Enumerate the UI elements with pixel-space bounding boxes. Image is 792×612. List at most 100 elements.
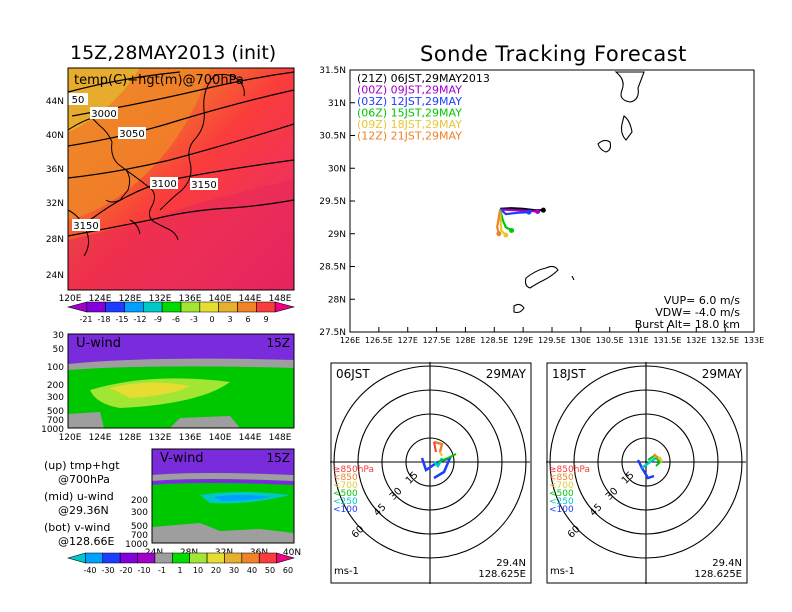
svg-text:1: 1 (177, 566, 182, 575)
svg-text:128E: 128E (119, 433, 142, 443)
x-tick-label: 130.5E (596, 336, 624, 345)
svg-text:124E: 124E (89, 294, 112, 304)
svg-text:32N: 32N (46, 199, 64, 209)
colorbar-swatch (237, 301, 257, 313)
landing-point (509, 227, 515, 233)
y-tick-label: 29N (328, 230, 346, 240)
y-tick-label: 30N (328, 164, 346, 174)
tracking-y-ticks: 31.5N 31N 30.5N 30N 29.5N 29N 28.5N 28N 27.5N (319, 66, 355, 338)
y-tick-label: 30.5N (319, 132, 346, 142)
colorbar-swatch (241, 552, 260, 564)
svg-text:-12: -12 (133, 315, 146, 324)
trajectory-line (500, 208, 538, 213)
tracking-legend: (21Z) 06JST,29MAY2013(00Z) 09JST,29MAY(0… (357, 72, 490, 143)
x-tick-label: 127E (398, 336, 418, 345)
x-tick-label: 129.5E (538, 336, 566, 345)
colorbar-swatch (258, 552, 277, 564)
svg-text:-9: -9 (154, 315, 162, 324)
colorbar-swatch (119, 552, 138, 564)
y-tick-label: 31.5N (319, 66, 346, 76)
svg-text:140E: 140E (209, 294, 232, 304)
svg-text:132E: 132E (149, 433, 172, 443)
colorbar-swatch (102, 552, 121, 564)
left-panel-title: 15Z,28MAY2013 (init) (70, 42, 277, 64)
svg-text:<850: <850 (333, 473, 358, 483)
amami-island (524, 265, 559, 289)
tracking-map-frame (349, 69, 755, 333)
colorbar-swatch (124, 301, 144, 313)
trajectory-line (498, 209, 513, 232)
svg-text:<500: <500 (333, 489, 358, 499)
svg-text:36N: 36N (46, 165, 64, 175)
colorbar-swatch (218, 301, 238, 313)
svg-text:148E: 148E (269, 294, 292, 304)
svg-text:<700: <700 (333, 481, 358, 491)
contour-label: 3050 (119, 129, 144, 140)
svg-text:<100: <100 (333, 505, 358, 515)
svg-text:-20: -20 (119, 566, 132, 575)
colorbar-swatch (154, 552, 173, 564)
colorbar-swatch (172, 552, 190, 564)
svg-text:-1: -1 (158, 566, 166, 575)
legend-entry: (00Z) 09JST,29MAY (357, 84, 462, 97)
svg-text:-30: -30 (101, 566, 114, 575)
island-outline (571, 275, 575, 281)
y-tick-label: 31N (328, 99, 346, 109)
hodograph-levels: ≥850hPa <850 <700 <500 <250 <100 (549, 465, 590, 515)
tracking-x-ticks: 126E 126.5E 127E 127.5E 128E 128.5E 129E 129.5E… (340, 327, 764, 345)
colorbar-swatch (189, 552, 208, 564)
tracking-map: (21Z) 06JST,29MAY2013(00Z) 09JST,29MAY(0… (319, 66, 764, 345)
y-tick-label: 28.5N (319, 263, 346, 273)
colorbar-swatch (180, 301, 201, 313)
svg-text:144E: 144E (239, 294, 262, 304)
legend-entry: (03Z) 12JST,29MAY (357, 95, 462, 108)
param-vup: VUP= 6.0 m/s (664, 294, 740, 307)
svg-text:30: 30 (229, 566, 239, 575)
svg-text:-21: -21 (79, 315, 92, 324)
u-wind-time: 15Z (267, 336, 291, 350)
contour-labels: 50 3000 3050 3100 3150 3150 (68, 93, 218, 232)
contour-label: 3150 (73, 221, 98, 232)
colorbar-swatch (206, 552, 225, 564)
svg-text:200: 200 (131, 496, 148, 506)
x-tick-label: 127.5E (423, 336, 451, 345)
hodograph-lon: 128.625E (478, 569, 526, 580)
colorbar-swatch (137, 552, 156, 564)
svg-text:≥850hPa: ≥850hPa (549, 465, 590, 475)
y-tick-label: 27.5N (319, 328, 346, 338)
y-tick-label: 28N (328, 295, 346, 305)
v-wind-y-ticks: 200 300 500 700 1000 (125, 496, 148, 550)
x-tick-label: 132.5E (711, 336, 739, 345)
island-outline (513, 303, 525, 314)
u-wind-x-ticks: 120E 124E 128E 132E 136E 140E 144E 148E (59, 433, 292, 443)
svg-text:40: 40 (247, 566, 257, 575)
trajectory-line (499, 208, 529, 216)
svg-text:120E: 120E (59, 294, 82, 304)
x-tick-label: 130E (571, 336, 591, 345)
svg-text:<850: <850 (549, 473, 574, 483)
x-tick-label: 131E (628, 336, 648, 345)
colorbar-swatch (199, 301, 219, 313)
x-tick-label: 128.5E (480, 336, 508, 345)
page-title: Sonde Tracking Forecast (420, 42, 687, 66)
svg-text:<250: <250 (333, 497, 358, 507)
x-tick-label: 132E (686, 336, 706, 345)
legend-entry: (09Z) 18JST,29MAY (357, 118, 462, 131)
note-bottom-panel: (bot) v-wind @128.66E (44, 521, 115, 548)
note-upper-panel: (up) tmp+hgt @700hPa (44, 459, 120, 486)
hodograph-levels: ≥850hPa <850 <700 <500 <250 <100 (333, 465, 374, 515)
svg-text:700: 700 (47, 416, 64, 426)
colorbar-swatch (276, 552, 296, 564)
hodograph-time: 06JST (336, 367, 370, 381)
u-wind-panel: U-wind 15Z 30 50 100 200 300 500 700 100… (41, 331, 295, 443)
v-wind-panel: V-wind 15Z 200 300 500 700 1000 24N 28N … (66, 448, 301, 575)
svg-text:140E: 140E (209, 433, 232, 443)
svg-text:132E: 132E (149, 294, 172, 304)
v-wind-time: 15Z (267, 451, 291, 465)
hodograph-trace (420, 440, 457, 480)
legend-entry: (21Z) 06JST,29MAY2013 (357, 72, 490, 85)
colorbar-swatch (105, 301, 125, 313)
svg-text:100: 100 (47, 363, 64, 373)
temperature-colorbar (66, 301, 296, 313)
svg-text:-15: -15 (115, 315, 128, 324)
